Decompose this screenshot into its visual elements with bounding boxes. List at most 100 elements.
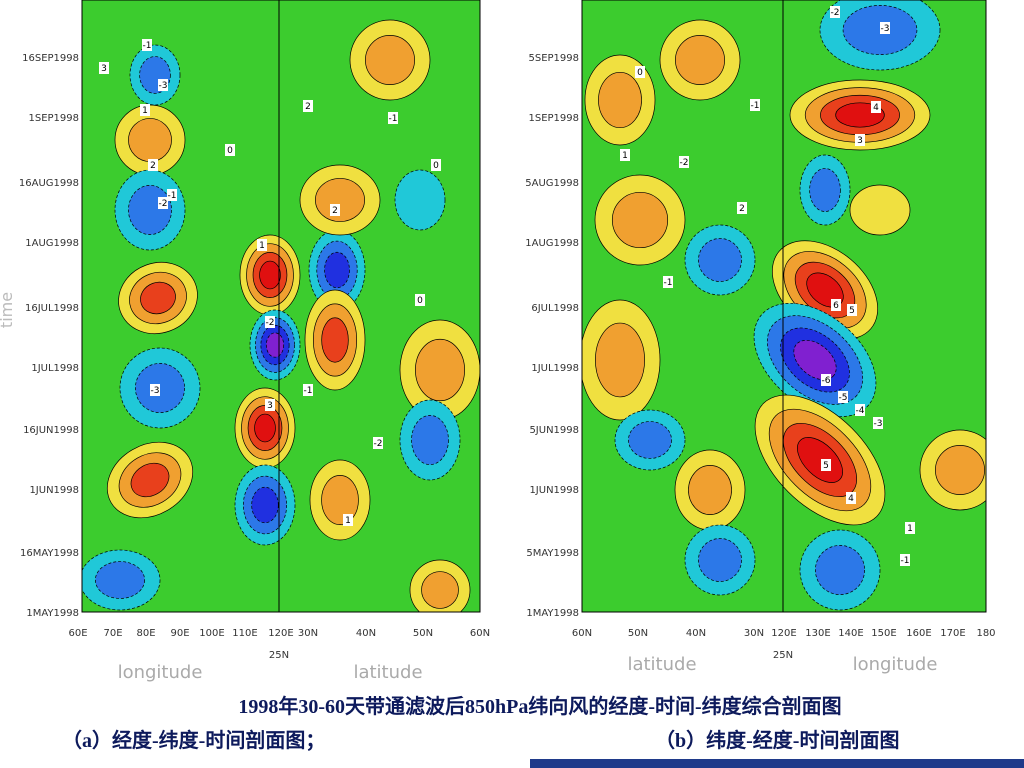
contour-label-bg [905, 522, 915, 534]
x-tick-label: 60N [572, 628, 592, 639]
x-tick-label: 50N [628, 628, 648, 639]
contour-label-bg [330, 204, 340, 216]
contour-label: -5 [839, 393, 848, 403]
contour-label-bg [158, 79, 168, 91]
contour-fill [415, 338, 465, 402]
contour-label: -3 [151, 386, 160, 396]
contour-label: 0 [637, 68, 643, 78]
split-label: 25N [269, 650, 289, 661]
y-tick-label: 1JUL1998 [531, 363, 579, 374]
contour-label: -1 [143, 41, 152, 51]
contour-label: 3 [857, 136, 863, 146]
contour-label-bg [388, 112, 398, 124]
y-tick-label: 1JUN1998 [529, 485, 579, 496]
y-tick-label: 1JUL1998 [31, 363, 79, 374]
x-tick-label: 130E [805, 628, 830, 639]
x-tick-label: 50N [413, 628, 433, 639]
contour-label-bg [846, 492, 856, 504]
contour-label-bg [265, 316, 275, 328]
contour-label-bg [855, 404, 865, 416]
contour-label: 3 [267, 401, 273, 411]
contour-label-bg [142, 39, 152, 51]
contour-label-bg [148, 159, 158, 171]
contour-label: 3 [101, 64, 107, 74]
contour-label-bg [431, 159, 441, 171]
contour-label: 0 [433, 161, 439, 171]
contour-label: 5 [823, 461, 829, 471]
contour-label-bg [830, 6, 840, 18]
contour-label: -1 [751, 101, 760, 111]
y-tick-label: 1JUN1998 [29, 485, 79, 496]
contour-label-bg [737, 202, 747, 214]
contour-label-bg [415, 294, 425, 306]
contour-label-bg [635, 66, 645, 78]
contour-label: -1 [901, 556, 910, 566]
contour-label-bg [679, 156, 689, 168]
y-tick-label: 16MAY1998 [20, 548, 79, 559]
x-tick-label: 70E [103, 628, 122, 639]
y-tick-label: 1SEP1998 [528, 113, 579, 124]
x-tick-label: 80E [136, 628, 155, 639]
x-tick-label: 110E [232, 628, 257, 639]
contour-label: 1 [907, 524, 913, 534]
y-tick-label: 1MAY1998 [526, 608, 579, 619]
y-tick-label: 1AUG1998 [525, 238, 579, 249]
y-tick-label: 16JUN1998 [23, 425, 79, 436]
contour-label-bg [225, 144, 235, 156]
contour-fill [611, 191, 669, 249]
contour-label-bg [167, 189, 177, 201]
contour-label-bg [750, 99, 760, 111]
contour-fill [698, 238, 742, 282]
contour-label-bg [831, 299, 841, 311]
contour-label: -2 [374, 439, 383, 449]
contour-label-bg [99, 62, 109, 74]
contour-label: 4 [848, 494, 854, 504]
contour-label: -6 [822, 376, 831, 386]
contour-label-bg [663, 276, 673, 288]
contour-label: 2 [739, 204, 745, 214]
x-tick-label: 90E [170, 628, 189, 639]
y-tick-label: 1SEP1998 [28, 113, 79, 124]
x-axis-label: longitude [853, 654, 938, 675]
contour-fill [411, 415, 449, 465]
y-tick-label: 16JUL1998 [25, 303, 79, 314]
contour-label: 1 [345, 516, 351, 526]
caption-a: （a）经度-纬度-时间剖面图； [62, 728, 325, 752]
contour-fill [315, 178, 365, 222]
contour-label-bg [257, 239, 267, 251]
x-tick-label: 150E [871, 628, 896, 639]
caption-b: （b）纬度-经度-时间剖面图 [655, 728, 899, 752]
contour-label: 0 [417, 296, 423, 306]
x-tick-label: 40N [356, 628, 376, 639]
contour-fill [935, 445, 985, 495]
x-tick-label: 170E [940, 628, 965, 639]
contour-label-bg [303, 100, 313, 112]
contour-label-bg [821, 459, 831, 471]
contour-label: -2 [831, 8, 840, 18]
contour-fill [815, 545, 865, 595]
y-axis-label: time [0, 292, 16, 328]
contour-label-bg [620, 149, 630, 161]
deco-bar [530, 759, 1024, 768]
contour-label: -3 [881, 24, 890, 34]
y-tick-label: 1MAY1998 [26, 608, 79, 619]
contour-label: 6 [833, 301, 839, 311]
contour-label: 2 [150, 161, 156, 171]
contour-label: -3 [874, 419, 883, 429]
contour-fill [259, 260, 281, 290]
contour-label: -2 [680, 158, 689, 168]
contour-fill [251, 486, 279, 524]
contour-label-bg [821, 374, 831, 386]
contour-label: -1 [168, 191, 177, 201]
y-tick-label: 5JUN1998 [529, 425, 579, 436]
contour-fill [698, 538, 742, 582]
contour-label-bg [873, 417, 883, 429]
contour-label-bg [265, 399, 275, 411]
x-tick-label: 160E [906, 628, 931, 639]
contour-label: 1 [142, 106, 148, 116]
x-tick-label: 100E [199, 628, 224, 639]
contour-fill [809, 168, 841, 212]
contour-fill [797, 437, 843, 483]
contour-fill [321, 475, 359, 525]
